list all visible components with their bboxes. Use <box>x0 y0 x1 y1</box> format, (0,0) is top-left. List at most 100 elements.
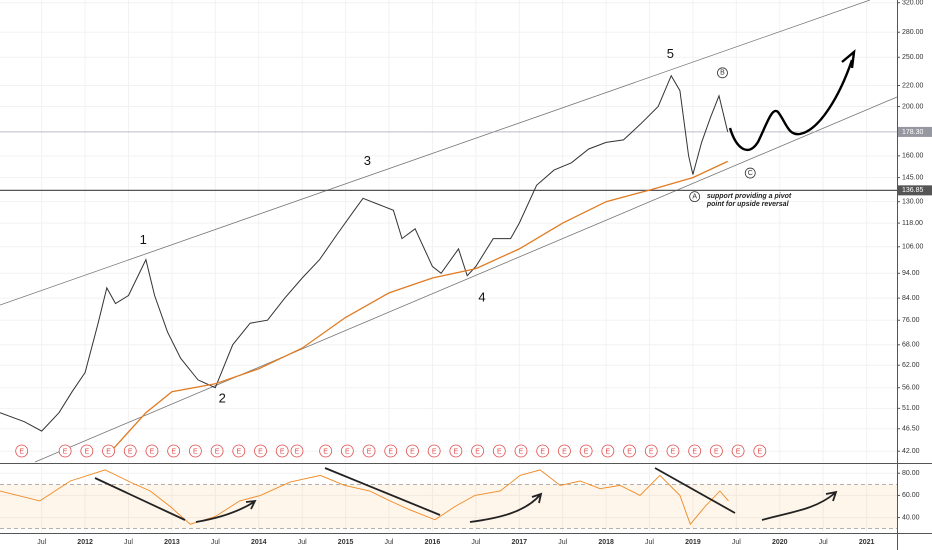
x-tick-label: 2014 <box>251 539 267 546</box>
x-tick-label: Jul <box>37 539 46 546</box>
earnings-marker <box>644 444 658 458</box>
earnings-label: E <box>280 448 285 455</box>
earnings-marker <box>362 444 376 458</box>
earnings-marker <box>80 444 94 458</box>
x-tick-label: 2016 <box>425 539 441 546</box>
earnings-marker <box>210 444 224 458</box>
earnings-marker <box>58 444 72 458</box>
earnings-marker <box>579 444 593 458</box>
y-tick-label: 320.00 <box>902 0 924 7</box>
earnings-marker <box>15 444 29 458</box>
y-tick-label: 68.00 <box>902 342 920 349</box>
earnings-marker <box>623 444 636 458</box>
x-tick-label: Jul <box>558 539 567 546</box>
annotation: point for upside reversal <box>706 201 790 208</box>
y-tick-label: 84.00 <box>902 295 920 302</box>
earnings-marker <box>753 444 767 458</box>
earnings-label: E <box>84 448 89 455</box>
earnings-marker <box>319 444 333 458</box>
earnings-marker <box>731 444 745 458</box>
y-tick-label: 118.00 <box>902 220 923 227</box>
x-tick-label: Jul <box>645 539 654 546</box>
earnings-label: E <box>323 448 328 455</box>
y-tick-label: 80.00 <box>902 470 920 477</box>
y-tick-label: 76.00 <box>902 317 920 324</box>
earnings-label: E <box>388 448 393 455</box>
rsi-band <box>0 484 897 529</box>
earnings-marker <box>254 444 267 458</box>
rsi-downtrend-line <box>94 477 186 521</box>
x-tick-label: Jul <box>385 539 394 546</box>
earnings-label: E <box>106 448 111 455</box>
earnings-marker <box>340 444 354 458</box>
price-label-box <box>898 185 932 196</box>
y-tick-label: 250.00 <box>902 54 924 61</box>
annotation: 3 <box>364 153 371 168</box>
earnings-label: E <box>215 448 220 455</box>
earnings-label: E <box>128 448 133 455</box>
earnings-label: E <box>295 448 300 455</box>
earnings-label: E <box>367 448 372 455</box>
x-tick-label: 2018 <box>598 539 614 546</box>
earnings-marker <box>427 444 441 458</box>
y-tick-label: 51.00 <box>902 405 920 412</box>
x-tick-label: Jul <box>819 539 828 546</box>
earnings-label: E <box>150 448 155 455</box>
x-tick-label: 2021 <box>859 539 875 546</box>
y-tick-label: 106.00 <box>902 244 924 251</box>
earnings-label: E <box>410 448 415 455</box>
y-tick-label: 130.00 <box>902 199 924 206</box>
y-tick-label: 56.00 <box>902 385 920 392</box>
y-tick-label: 200.00 <box>902 103 924 110</box>
x-tick-label: Jul <box>298 539 307 546</box>
earnings-marker <box>688 444 702 458</box>
annotation: 5 <box>667 46 674 61</box>
projection-path <box>728 59 854 152</box>
price-label: 136.85 <box>902 187 924 194</box>
rsi-up-arrow <box>469 492 543 523</box>
earnings-label: E <box>258 448 263 455</box>
rsi-downtrend-line <box>654 467 736 514</box>
y-tick-label: 220.00 <box>902 82 924 89</box>
price-label: 178.30 <box>902 129 924 136</box>
earnings-label: E <box>236 448 241 455</box>
earnings-label: E <box>757 448 762 455</box>
earnings-marker <box>167 444 181 458</box>
annotation-ring <box>689 191 701 203</box>
earnings-marker <box>145 444 159 458</box>
earnings-label: E <box>692 448 697 455</box>
annotation: 4 <box>478 290 485 305</box>
earnings-label: E <box>584 448 589 455</box>
price-label-box <box>898 126 932 137</box>
earnings-label: E <box>671 448 676 455</box>
earnings-marker <box>666 444 680 458</box>
projection-arrowhead <box>841 49 856 69</box>
moving-average-line <box>110 160 728 452</box>
rsi-downtrend-line <box>324 467 441 516</box>
x-tick-label: 2012 <box>77 539 93 546</box>
x-tick-label: 2020 <box>772 539 788 546</box>
rsi-line <box>0 469 729 526</box>
earnings-label: E <box>345 448 350 455</box>
y-tick-label: 60.00 <box>902 492 920 499</box>
y-tick-label: 62.00 <box>902 362 920 369</box>
earnings-label: E <box>497 448 502 455</box>
earnings-marker <box>471 444 484 458</box>
earnings-marker <box>232 444 246 458</box>
price-line <box>0 74 729 432</box>
rsi-up-arrow <box>761 490 838 521</box>
earnings-marker <box>406 444 419 458</box>
annotation: B <box>720 70 725 77</box>
y-tick-label: 94.00 <box>902 270 920 277</box>
x-tick-label: Jul <box>211 539 220 546</box>
earnings-label: E <box>475 448 480 455</box>
upper-channel-line <box>0 0 871 306</box>
annotation: C <box>748 170 753 177</box>
y-tick-label: 280.00 <box>902 29 924 36</box>
annotation-ring <box>744 167 756 179</box>
annotation-ring <box>717 67 728 79</box>
earnings-label: E <box>454 448 459 455</box>
annotation: A <box>692 193 697 200</box>
